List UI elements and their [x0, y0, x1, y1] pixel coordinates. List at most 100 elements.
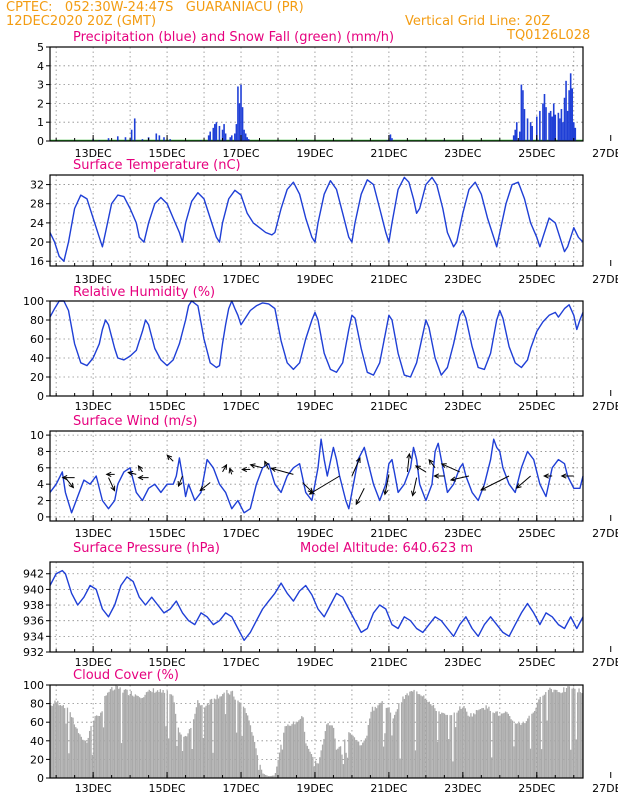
cloud-bar	[413, 689, 415, 778]
cloud-bar	[524, 723, 526, 778]
cloud-bar	[301, 716, 303, 778]
cloud-bar	[549, 687, 551, 778]
cloud-bar	[561, 692, 564, 778]
wind-arrow	[264, 461, 270, 470]
cloud-bar	[467, 715, 469, 778]
cloud-bar	[159, 689, 161, 778]
cloud-bar	[161, 692, 163, 778]
cloud-bar	[283, 732, 285, 778]
cloud-bar	[256, 755, 259, 778]
wind-arrow-head	[543, 473, 549, 479]
precip-bar	[229, 137, 232, 141]
x-tick-label: 17DEC	[222, 656, 259, 669]
precip-bar	[545, 107, 547, 141]
cloud-bar	[62, 705, 64, 778]
y-tick-label: 1	[37, 116, 44, 129]
precip-bar	[141, 139, 144, 141]
header-station: CPTEC: 052:30W-24:47S GUARANIACU (PR)	[6, 0, 304, 15]
x-tick-label: 21DEC	[370, 147, 407, 160]
cloud-bar	[216, 694, 218, 778]
y-tick-label: 100	[23, 295, 44, 308]
cloud-bar	[66, 707, 69, 778]
cloud-bar	[522, 722, 525, 778]
cloud-bar	[210, 698, 213, 778]
cloud-bar	[174, 713, 177, 778]
y-tick-label: 4	[37, 60, 44, 73]
cloud-bar	[335, 749, 338, 778]
cloud-bar	[475, 710, 478, 778]
cloud-bar	[107, 692, 109, 778]
panel-annotation: Model Altitude: 640.623 m	[300, 541, 473, 556]
precip-bar	[133, 118, 136, 141]
precip-bar	[107, 138, 110, 141]
wind-arrow-head	[449, 476, 456, 482]
cloud-bar	[547, 689, 550, 778]
wind-arrow	[166, 454, 174, 462]
x-tick-label: 15DEC	[149, 147, 186, 160]
x-tick-label: 17DEC	[222, 400, 259, 413]
cloud-bar	[242, 706, 245, 778]
precip-bar	[234, 133, 236, 141]
header-grid-note: Vertical Grid Line: 20Z	[405, 14, 551, 29]
cloud-bar	[158, 692, 160, 778]
cloud-bar	[405, 695, 407, 778]
precip-bar	[169, 139, 171, 141]
wind-arrow	[384, 474, 390, 495]
precip-bar	[389, 134, 392, 141]
wind-arrow-head	[166, 454, 173, 461]
cloud-bar	[564, 691, 566, 778]
cloud-bar	[495, 711, 497, 778]
cloud-bar	[578, 688, 580, 778]
cloud-bar	[428, 701, 430, 778]
cloud-bar	[144, 694, 146, 778]
precip-bar	[531, 125, 533, 141]
x-tick-label: 23DEC	[444, 782, 481, 795]
cloud-bar	[195, 707, 198, 778]
cloud-bar	[118, 688, 120, 778]
x-tick-label: 15DEC	[149, 527, 186, 540]
cloud-bar	[129, 695, 131, 778]
cloud-bar	[481, 708, 483, 778]
y-tick-label: 16	[30, 255, 44, 268]
precip-bar	[572, 122, 575, 141]
cloud-bar	[539, 696, 541, 778]
x-tick-label: 25DEC	[518, 782, 555, 795]
cloud-bar	[253, 741, 256, 778]
cloud-bar	[260, 769, 263, 778]
cloud-bar	[237, 700, 239, 778]
cloud-bar	[492, 712, 494, 778]
wind-arrow	[302, 482, 313, 493]
cloud-bar	[502, 713, 504, 778]
wind-arrow-head	[383, 489, 389, 496]
wind-arrow-head	[61, 475, 68, 481]
x-tick-label: 27DEC	[592, 400, 618, 413]
precip-bar	[554, 114, 557, 141]
cloud-bar	[463, 706, 465, 778]
precip-bar	[218, 125, 221, 141]
cloud-bar	[152, 688, 155, 778]
x-tick-label: 23DEC	[444, 656, 481, 669]
cloud-bar	[50, 705, 52, 778]
cloud-bar	[326, 724, 328, 778]
y-tick-label: 40	[30, 352, 44, 365]
precip-bar	[230, 135, 233, 141]
cloud-bar	[294, 724, 296, 778]
precip-bar	[235, 124, 238, 141]
y-tick-label: 40	[30, 735, 44, 748]
cloud-bar	[355, 739, 357, 778]
cloud-bar	[165, 726, 167, 778]
cloud-bar	[115, 685, 117, 778]
wind-arrow	[355, 488, 365, 505]
cloud-bar	[485, 705, 487, 778]
y-tick-label: 936	[23, 615, 44, 628]
cloud-bar	[496, 711, 498, 778]
cloud-bar	[295, 721, 297, 778]
cloud-bar	[206, 703, 209, 778]
cloud-bar	[143, 697, 145, 778]
cloud-bar	[104, 696, 106, 778]
cloud-bar	[552, 692, 554, 778]
cloud-bar	[370, 711, 372, 778]
cloud-bar	[170, 694, 173, 778]
cloud-bar	[291, 724, 293, 778]
cloud-bar	[438, 711, 440, 778]
